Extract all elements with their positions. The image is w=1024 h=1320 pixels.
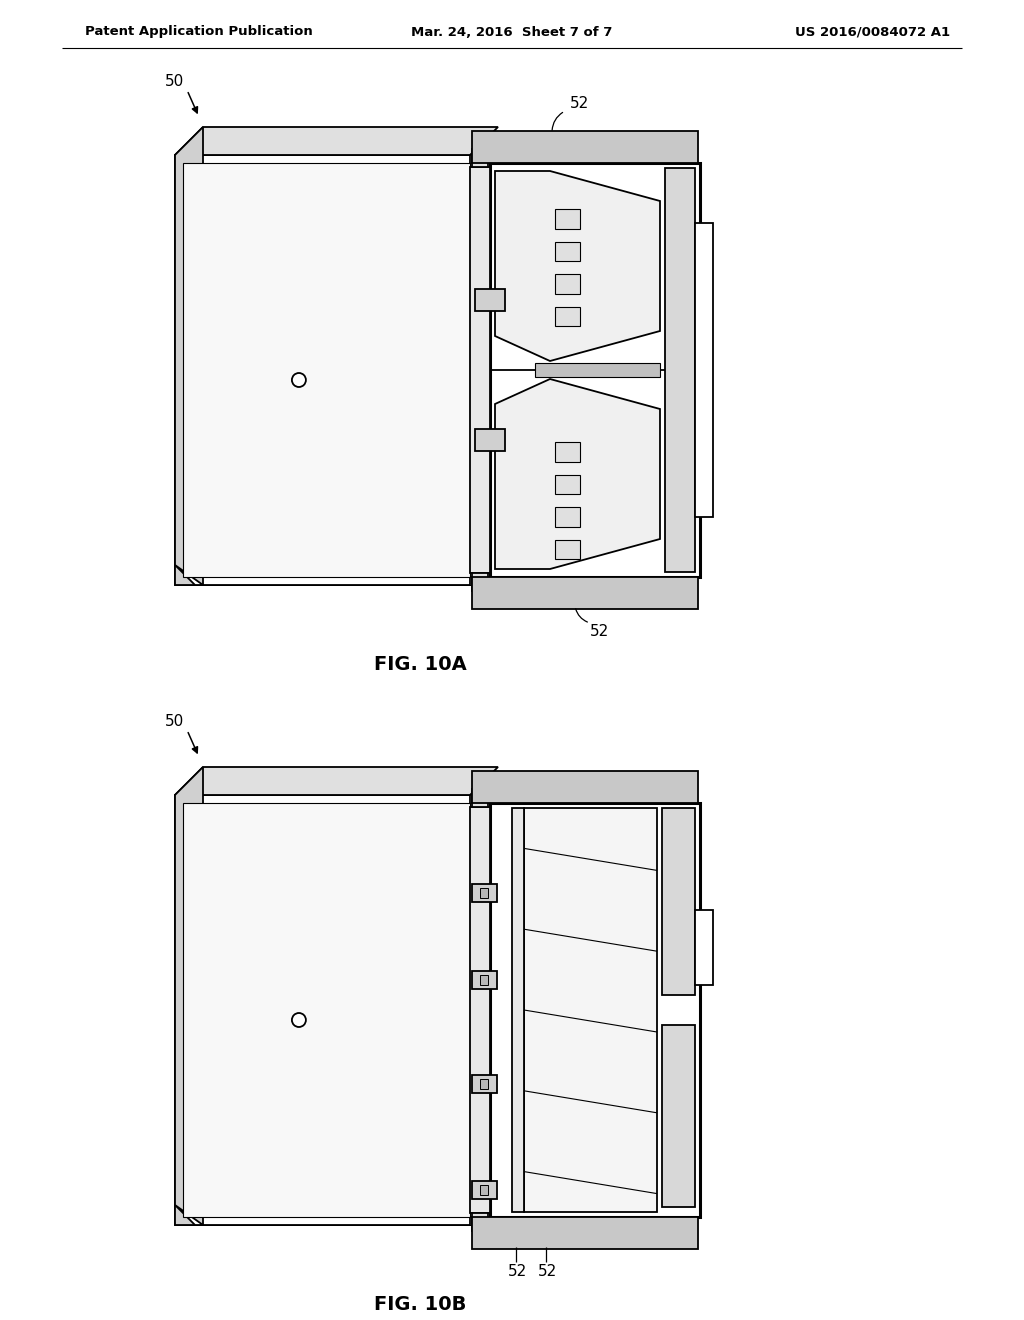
Text: Mar. 24, 2016  Sheet 7 of 7: Mar. 24, 2016 Sheet 7 of 7 <box>412 25 612 38</box>
Polygon shape <box>175 154 470 585</box>
Text: Patent Application Publication: Patent Application Publication <box>85 25 312 38</box>
Bar <box>475 429 505 451</box>
Polygon shape <box>175 127 498 154</box>
Bar <box>555 306 580 326</box>
Bar <box>490 162 700 577</box>
Circle shape <box>292 374 306 387</box>
Bar <box>480 1185 488 1195</box>
Bar <box>555 540 580 558</box>
Text: FIG. 10B: FIG. 10B <box>374 1295 466 1313</box>
Polygon shape <box>495 172 660 360</box>
Bar <box>555 275 580 293</box>
Bar <box>480 888 488 899</box>
Bar <box>472 577 698 609</box>
Bar <box>472 149 488 168</box>
Bar <box>555 242 580 261</box>
Bar <box>472 972 497 989</box>
Bar <box>472 1213 488 1232</box>
Polygon shape <box>175 1205 203 1225</box>
Bar <box>662 808 695 995</box>
Bar <box>695 909 713 985</box>
Text: 50: 50 <box>165 714 184 730</box>
Bar <box>472 573 488 591</box>
Bar <box>512 808 524 1212</box>
Bar <box>665 168 695 572</box>
Bar <box>535 363 660 378</box>
Polygon shape <box>175 127 203 585</box>
Bar <box>490 803 700 1217</box>
Bar <box>480 1078 488 1089</box>
Bar <box>470 807 490 1213</box>
Text: 52: 52 <box>590 623 609 639</box>
Bar <box>555 209 580 228</box>
Circle shape <box>292 1012 306 1027</box>
Polygon shape <box>175 795 470 1225</box>
Bar <box>555 442 580 462</box>
Bar <box>555 474 580 494</box>
Bar <box>555 507 580 527</box>
Bar <box>662 1026 695 1206</box>
Text: 52: 52 <box>570 95 589 111</box>
Polygon shape <box>495 379 660 569</box>
Polygon shape <box>175 565 203 585</box>
Text: US 2016/0084072 A1: US 2016/0084072 A1 <box>795 25 950 38</box>
Bar <box>472 1074 497 1093</box>
Polygon shape <box>175 767 203 1225</box>
Text: 50: 50 <box>165 74 184 90</box>
Text: 52: 52 <box>508 1263 527 1279</box>
Bar <box>472 1217 698 1249</box>
Bar <box>183 803 470 1217</box>
Text: FIG. 10A: FIG. 10A <box>374 655 466 673</box>
Bar <box>695 223 713 517</box>
Bar <box>472 1181 497 1199</box>
Bar <box>472 771 698 803</box>
Bar <box>183 162 470 577</box>
Bar <box>472 884 497 903</box>
Text: 52: 52 <box>538 1263 557 1279</box>
Bar <box>472 131 698 162</box>
Bar <box>475 289 505 312</box>
Bar <box>472 789 488 807</box>
Polygon shape <box>175 767 498 795</box>
Bar <box>470 168 490 573</box>
Bar <box>480 975 488 985</box>
Bar <box>524 808 657 1212</box>
